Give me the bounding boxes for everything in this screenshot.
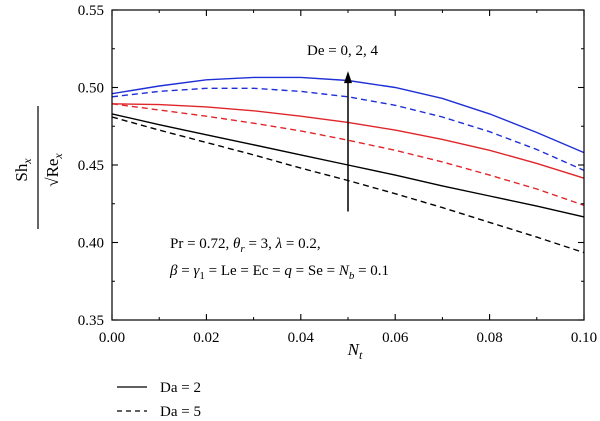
legend: Da = 2 Da = 5 <box>117 380 201 420</box>
y-tick-label: 0.50 <box>78 81 104 97</box>
plot-area <box>111 71 585 254</box>
axes: 0.00 0.02 0.04 0.06 0.08 0.10 0.35 0.40 0.45 0.50… <box>78 3 597 346</box>
series-line-4 <box>111 103 585 206</box>
x-axis-label: Nt <box>347 340 363 362</box>
annotation-arrow-label: De = 0, 2, 4 <box>307 43 378 59</box>
legend-label-da5: Da = 5 <box>160 404 201 420</box>
x-tick-label: 0.00 <box>99 330 125 346</box>
y-tick-label: 0.40 <box>78 236 104 252</box>
y-axis-label-denominator: √Rex <box>43 153 65 187</box>
x-tick-label: 0.02 <box>193 330 219 346</box>
y-tick-label: 0.35 <box>78 313 104 329</box>
y-tick-label: 0.45 <box>78 158 104 174</box>
annotation-arrow-head <box>344 71 352 84</box>
y-axis-label-numerator: Shx <box>12 158 34 182</box>
y-tick-label: 0.55 <box>78 3 104 19</box>
annotation-params-line2: β = γ1 = Le = Ec = q = Se = Nb = 0.1 <box>169 263 389 282</box>
x-tick-label: 0.10 <box>571 330 597 346</box>
x-tick-label: 0.04 <box>288 330 315 346</box>
annotation-params-line1: Pr = 0.72, θr = 3, λ = 0.2, <box>170 236 321 255</box>
x-tick-label: 0.06 <box>382 330 409 346</box>
y-axis-label: Shx √Rex <box>12 106 65 229</box>
legend-label-da2: Da = 2 <box>160 380 201 396</box>
x-tick-label: 0.08 <box>476 330 502 346</box>
